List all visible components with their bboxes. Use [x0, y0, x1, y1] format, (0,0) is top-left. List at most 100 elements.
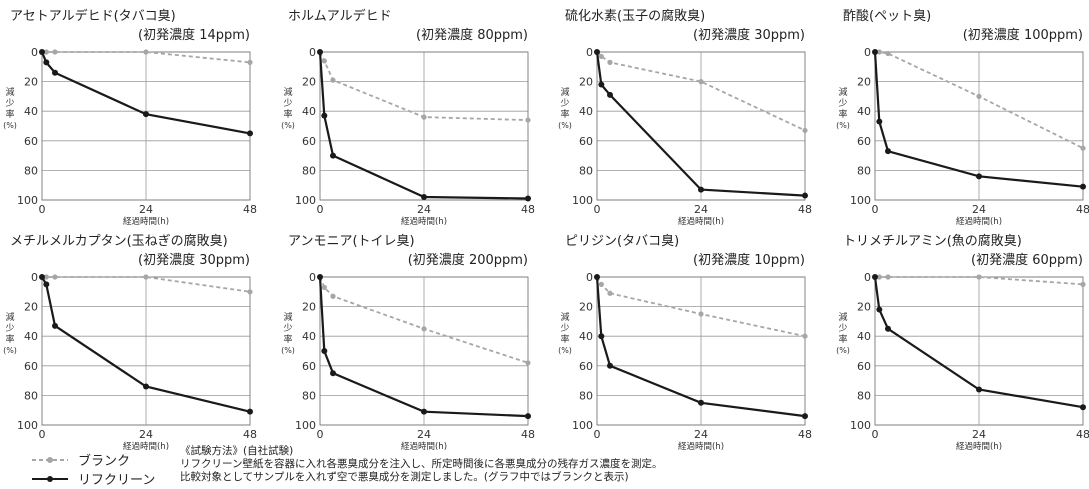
- y-axis-label-char: 率: [283, 333, 292, 345]
- x-tick-label: 24: [139, 428, 153, 441]
- chart-title: 硫化水素(玉子の腐敗臭): [565, 9, 706, 24]
- y-tick-label: 40: [857, 105, 871, 118]
- x-tick-label: 0: [594, 203, 601, 216]
- data-point-blank: [876, 274, 882, 280]
- y-tick-label: 0: [31, 46, 38, 59]
- data-point-refclean: [802, 192, 808, 199]
- y-tick-label: 40: [302, 105, 316, 118]
- data-point-refclean: [976, 386, 982, 393]
- chart-subtitle: (初発濃度 14ppm): [138, 28, 250, 43]
- data-point-blank: [421, 114, 427, 120]
- y-tick-label: 0: [309, 271, 316, 284]
- data-point-blank: [698, 79, 704, 85]
- data-point-refclean: [317, 49, 323, 55]
- y-tick-label: 20: [24, 301, 38, 314]
- y-tick-label: 80: [857, 164, 871, 177]
- y-tick-label: 100: [295, 419, 316, 432]
- x-tick-label: 48: [243, 203, 257, 216]
- x-tick-label: 24: [694, 203, 708, 216]
- data-point-refclean: [876, 118, 883, 125]
- y-tick-label: 100: [17, 419, 38, 432]
- y-axis-label-char: 少: [560, 98, 569, 109]
- y-axis-label-char: 少: [838, 98, 847, 109]
- x-tick-label: 0: [872, 203, 879, 216]
- x-tick-label: 24: [694, 428, 708, 441]
- y-tick-label: 80: [24, 164, 38, 177]
- data-point-blank: [421, 326, 427, 332]
- chart-subtitle: (初発濃度 200ppm): [407, 253, 528, 268]
- x-tick-label: 48: [521, 428, 535, 441]
- x-tick-label: 24: [417, 428, 431, 441]
- y-tick-label: 80: [579, 389, 593, 402]
- y-tick-label: 40: [302, 330, 316, 343]
- x-tick-label: 0: [317, 203, 324, 216]
- chart-title: ホルムアルデヒド: [288, 9, 392, 24]
- data-point-refclean: [52, 322, 58, 329]
- data-point-blank: [247, 59, 253, 65]
- data-point-blank: [143, 274, 149, 280]
- chart-subtitle: (初発濃度 100ppm): [962, 28, 1083, 43]
- y-axis-label-unit: (%): [3, 346, 17, 355]
- y-axis-label-char: 減: [838, 311, 847, 323]
- data-point-refclean: [698, 186, 704, 193]
- y-axis-label-char: 少: [5, 98, 14, 109]
- y-tick-label: 60: [579, 360, 593, 373]
- y-axis-label-char: 減: [5, 311, 14, 323]
- data-point-refclean: [247, 408, 253, 415]
- y-axis-label-unit: (%): [558, 346, 572, 355]
- data-point-refclean: [802, 413, 808, 420]
- legend-refclean-label: リフクリーン: [78, 473, 156, 488]
- data-point-blank: [876, 49, 882, 55]
- data-point-refclean: [39, 274, 45, 280]
- x-axis-label: 経過時間(h): [401, 441, 447, 452]
- y-axis-label-char: 少: [838, 323, 847, 334]
- y-tick-label: 100: [850, 194, 871, 207]
- chart-title: トリメチルアミン(魚の腐敗臭): [843, 234, 1022, 249]
- y-axis-label-unit: (%): [3, 121, 17, 130]
- data-point-blank: [143, 49, 149, 55]
- data-point-blank: [247, 289, 253, 295]
- data-point-refclean: [1080, 404, 1086, 411]
- y-tick-label: 60: [857, 135, 871, 148]
- y-tick-label: 60: [24, 360, 38, 373]
- y-tick-label: 100: [572, 194, 593, 207]
- data-point-refclean: [321, 112, 328, 119]
- x-tick-label: 48: [1076, 428, 1089, 441]
- x-tick-label: 0: [594, 428, 601, 441]
- x-axis-label: 経過時間(h): [123, 441, 169, 452]
- y-tick-label: 40: [24, 105, 38, 118]
- y-tick-label: 60: [302, 360, 316, 373]
- data-point-blank: [1080, 145, 1086, 151]
- chart-subtitle: (初発濃度 10ppm): [693, 253, 805, 268]
- legend-blank-swatch: [32, 456, 68, 463]
- y-tick-label: 20: [302, 76, 316, 89]
- x-tick-label: 48: [243, 428, 257, 441]
- data-point-refclean: [43, 59, 50, 66]
- y-axis-label-char: 減: [838, 86, 847, 98]
- x-tick-label: 0: [39, 428, 46, 441]
- y-tick-label: 20: [579, 301, 593, 314]
- data-point-refclean: [876, 306, 883, 313]
- data-point-blank: [598, 53, 604, 60]
- chart-title: メチルメルカプタン(玉ねぎの腐敗臭): [10, 234, 228, 249]
- x-axis-label: 経過時間(h): [956, 441, 1002, 452]
- data-point-blank: [43, 274, 49, 280]
- data-point-refclean: [607, 362, 613, 369]
- y-axis-label-char: 減: [560, 311, 569, 323]
- y-axis-label-char: 減: [560, 86, 569, 98]
- y-tick-label: 40: [857, 330, 871, 343]
- x-tick-label: 0: [317, 428, 324, 441]
- x-axis-label: 経過時間(h): [401, 216, 447, 227]
- legend-item-blank: ブランク: [30, 450, 155, 469]
- data-point-refclean: [525, 413, 531, 420]
- y-tick-label: 60: [579, 135, 593, 148]
- data-point-refclean: [317, 274, 323, 280]
- data-point-blank: [321, 58, 327, 64]
- data-point-blank: [976, 274, 982, 280]
